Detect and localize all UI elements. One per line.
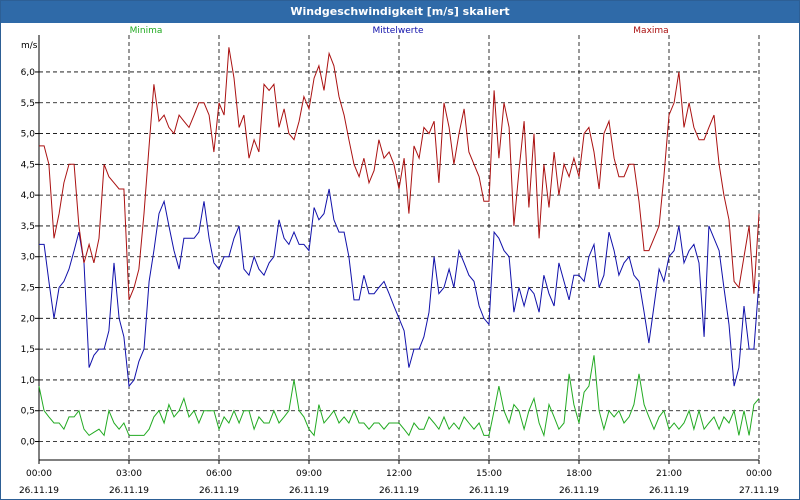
y-axis-label: m/s — [21, 41, 38, 51]
x-tick-time: 15:00 — [476, 469, 502, 479]
x-tick-time: 12:00 — [386, 469, 412, 479]
chart-axes: m/s — [21, 35, 760, 461]
x-tick-date: 26.11.19 — [19, 486, 59, 496]
y-tick-label: 6,0 — [21, 68, 36, 78]
y-tick-label: 1,0 — [21, 376, 36, 386]
window-title: Windgeschwindigkeit [m/s] skaliert — [1, 1, 799, 23]
x-tick-time: 03:00 — [116, 469, 142, 479]
x-axis-ticks: 00:00 26.11.19 03:00 26.11.19 06:00 26.11.19 0… — [19, 460, 779, 496]
x-tick-time: 18:00 — [566, 469, 592, 479]
x-tick-time: 00:00 — [26, 469, 52, 479]
series-line-minima — [38, 355, 760, 438]
y-tick-label: 5,0 — [21, 130, 36, 140]
legend-maxima: Maxima — [633, 26, 668, 36]
x-tick-time: 06:00 — [206, 469, 232, 479]
x-tick-date: 26.11.19 — [379, 486, 419, 496]
series-line-maxima — [39, 47, 760, 301]
y-tick-label: 3,0 — [21, 253, 36, 263]
y-axis-ticks: 0,0 0,5 1,0 1,5 2,0 2,5 3,0 3,5 4,0 4,5 5,0 5,5 6,0 — [21, 68, 39, 448]
series-line-mittelwerte — [39, 188, 760, 388]
y-tick-label: 2,0 — [21, 314, 36, 324]
series-lines — [38, 47, 760, 438]
y-tick-label: 5,5 — [21, 99, 35, 109]
x-tick-time: 21:00 — [656, 469, 682, 479]
chart-grid — [39, 35, 759, 460]
y-tick-label: 1,5 — [21, 345, 35, 355]
legend-mittelwerte: Mittelwerte — [372, 26, 423, 36]
x-tick-date: 26.11.19 — [559, 486, 599, 496]
x-tick-date: 26.11.19 — [469, 486, 509, 496]
x-tick-date: 26.11.19 — [199, 486, 239, 496]
y-tick-label: 0,0 — [21, 438, 36, 448]
x-tick-date: 27.11.19 — [739, 486, 779, 496]
y-tick-label: 0,5 — [21, 407, 35, 417]
y-tick-label: 4,5 — [21, 160, 35, 170]
x-tick-time: 00:00 — [746, 469, 772, 479]
x-tick-date: 26.11.19 — [289, 486, 329, 496]
x-tick-date: 26.11.19 — [649, 486, 689, 496]
chart-legend: Minima Mittelwerte Maxima — [130, 26, 669, 36]
y-tick-label: 3,5 — [21, 222, 35, 232]
y-tick-label: 4,0 — [21, 191, 36, 201]
y-tick-label: 2,5 — [21, 284, 35, 294]
legend-minima: Minima — [130, 26, 163, 36]
x-tick-date: 26.11.19 — [109, 486, 149, 496]
x-tick-time: 09:00 — [296, 469, 322, 479]
